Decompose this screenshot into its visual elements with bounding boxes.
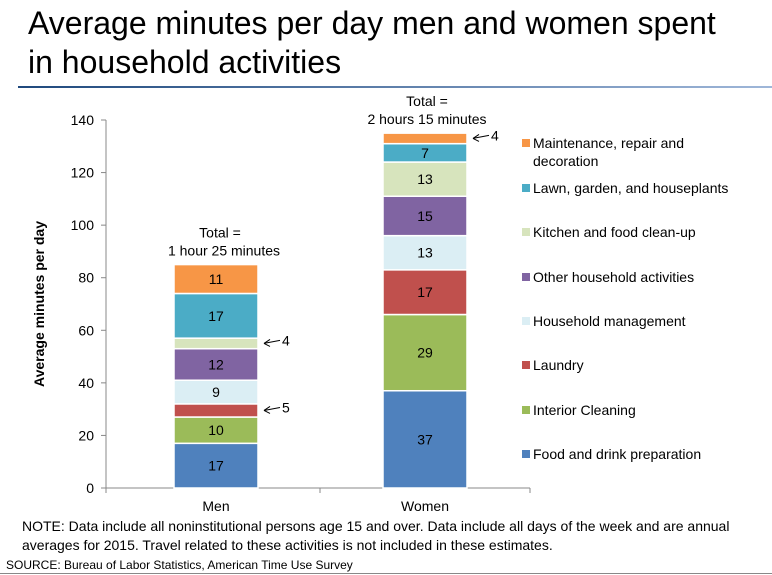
stacked-bar-chart: 0 20 40 60 80 100 120 140 Average minutes per da… [31, 93, 728, 514]
data-label: 12 [208, 356, 224, 372]
total-label-line2: 2 hours 15 minutes [367, 111, 486, 127]
y-axis-label: Average minutes per day [31, 221, 47, 387]
data-label: 37 [417, 431, 433, 447]
bar-segment-women-maintenance-repair-and-decoration [382, 132, 468, 145]
y-tick-label: 0 [86, 480, 94, 496]
annotation-label: 4 [282, 332, 290, 348]
footnote: NOTE: Data include all noninstitutional … [22, 518, 730, 553]
legend-label: decoration [533, 153, 598, 169]
annotation-arrowhead [472, 133, 480, 142]
x-tick-label: Women [401, 498, 449, 514]
source-note: SOURCE: Bureau of Labor Statistics, Amer… [6, 558, 353, 572]
legend-label: Food and drink preparation [533, 446, 701, 462]
data-label: 13 [417, 245, 433, 261]
bar-segment-men-interior-cleaning [173, 416, 259, 445]
data-label: 17 [208, 458, 224, 474]
legend-label: Other household activities [533, 269, 694, 285]
data-label: 7 [421, 145, 429, 161]
chart-title: Average minutes per day men and women sp… [28, 5, 716, 80]
bar-segment-men-maintenance-repair-and-decoration [173, 263, 259, 295]
annotation-arrow [263, 339, 281, 344]
y-tick-label: 60 [78, 322, 94, 338]
bar-segment-men-laundry [173, 403, 259, 418]
legend-swatch-household-management [522, 317, 530, 325]
legend-swatch-interior-cleaning [522, 406, 530, 414]
annotation-arrow [472, 134, 490, 139]
bar-segment-women-kitchen-and-food-clean-up [382, 161, 468, 197]
data-label: 9 [212, 384, 220, 400]
legend-swatch-maintenance-repair-and-decoration [522, 139, 530, 147]
data-label: 29 [417, 345, 433, 361]
legend-label: Maintenance, repair and [533, 135, 684, 151]
legend-label: Lawn, garden, and houseplants [533, 180, 728, 196]
y-tick-label: 140 [71, 112, 95, 128]
legend-swatch-kitchen-and-food-clean-up [522, 228, 530, 236]
annotation-arrowhead [263, 406, 271, 414]
legend-swatch-laundry [522, 361, 530, 369]
annotation-arrowhead [263, 339, 271, 347]
frame-border [0, 573, 772, 574]
legend-label: Laundry [533, 357, 584, 373]
y-tick-label: 100 [71, 217, 95, 233]
legend-swatch-food-and-drink-preparation [522, 450, 530, 458]
data-label: 17 [208, 308, 224, 324]
bar-segment-men-kitchen-and-food-clean-up [173, 337, 259, 350]
legend-label: Interior Cleaning [533, 402, 636, 418]
title-divider [18, 86, 772, 88]
x-tick-label: Men [202, 498, 229, 514]
data-label: 15 [417, 208, 433, 224]
bar-segment-women-household-management [382, 234, 468, 271]
data-label: 13 [417, 171, 433, 187]
legend-swatch-lawn-garden-and-houseplants [522, 184, 530, 192]
y-tick-label: 40 [78, 375, 94, 391]
legend-swatch-other-household-activities [522, 273, 530, 281]
bar-segment-women-laundry [382, 269, 468, 316]
y-tick-label: 80 [78, 270, 94, 286]
y-tick-label: 20 [78, 427, 94, 443]
total-label-line1: Total = [199, 225, 241, 241]
annotation-label: 4 [491, 127, 499, 143]
annotation-arrow [263, 406, 281, 411]
annotation-label: 5 [282, 399, 290, 415]
data-label: 11 [209, 271, 224, 287]
bar-segment-women-food-and-drink-preparation [382, 389, 468, 489]
total-label-line2: 1 hour 25 minutes [168, 243, 280, 259]
legend-label: Household management [533, 313, 686, 329]
data-label: 10 [208, 422, 224, 438]
y-tick-label: 120 [71, 165, 95, 181]
bar-segment-men-lawn-garden-and-houseplants [173, 292, 259, 339]
data-label: 17 [417, 284, 433, 300]
bar-segment-women-other-household-activities [382, 195, 468, 237]
total-label-line1: Total = [406, 93, 448, 109]
legend-label: Kitchen and food clean-up [533, 224, 696, 240]
